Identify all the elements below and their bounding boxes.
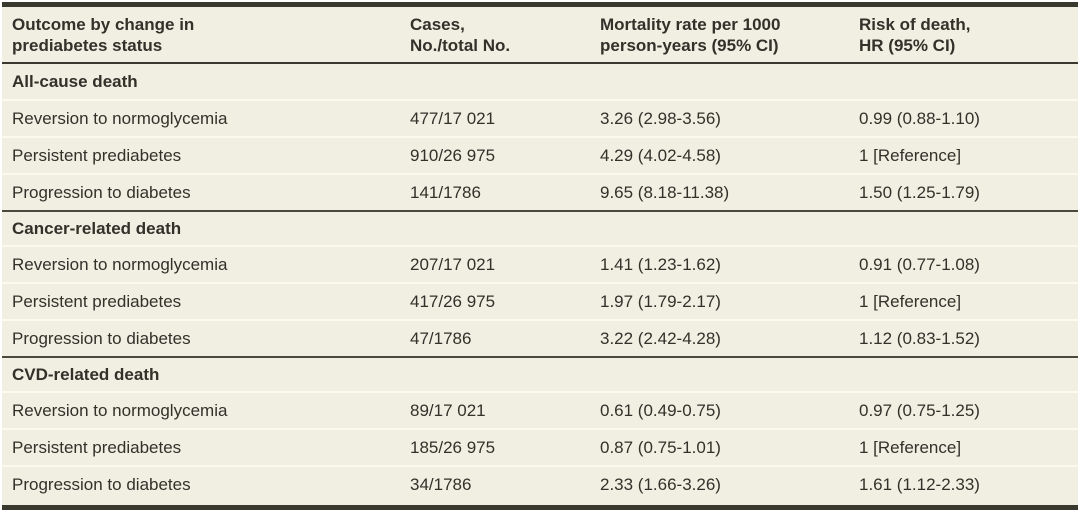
table-row: Progression to diabetes 47/1786 3.22 (2.…: [2, 319, 1078, 356]
cell-cases: 34/1786: [410, 474, 472, 494]
col-header-hr-line1: Risk of death,: [859, 14, 971, 34]
col-header-cases-line1: Cases,: [410, 14, 465, 34]
cell-cases: 477/17 021: [410, 108, 496, 128]
cell-hr: 1.61 (1.12-2.33): [859, 474, 980, 494]
cell-cases: 910/26 975: [410, 145, 496, 165]
section-title-label: All-cause death: [12, 71, 138, 91]
cell-mortality: 1.97 (1.79-2.17): [600, 291, 721, 311]
col-header-outcome: Outcome by change in prediabetes status: [2, 14, 410, 56]
cell-cases: 207/17 021: [410, 254, 496, 274]
cell-mortality: 0.87 (0.75-1.01): [600, 437, 721, 457]
cell-hr: 1.12 (0.83-1.52): [859, 328, 980, 348]
col-header-cases: Cases, No./total No.: [410, 14, 600, 56]
section-cvd-related-death: CVD-related death Reversion to normoglyc…: [2, 356, 1078, 502]
cell-hr: 0.91 (0.77-1.08): [859, 254, 980, 274]
cell-hr: 1.50 (1.25-1.79): [859, 182, 980, 202]
cell-label: Progression to diabetes: [12, 474, 191, 494]
col-header-outcome-line1: Outcome by change in: [12, 14, 195, 34]
col-header-hr: Risk of death, HR (95% CI): [859, 14, 1078, 56]
cell-label: Persistent prediabetes: [12, 437, 182, 457]
col-header-mortality: Mortality rate per 1000 person-years (95…: [600, 14, 859, 56]
cell-cases: 47/1786: [410, 328, 472, 348]
section-all-cause-death: All-cause death Reversion to normoglycem…: [2, 64, 1078, 210]
cell-cases: 417/26 975: [410, 291, 496, 311]
table-header-row: Outcome by change in prediabetes status …: [2, 7, 1078, 64]
cell-hr: 0.99 (0.88-1.10): [859, 108, 980, 128]
cell-hr: 1 [Reference]: [859, 437, 962, 457]
section-title-all-cause-death: All-cause death: [2, 64, 1078, 99]
cell-label: Reversion to normoglycemia: [12, 400, 228, 420]
col-header-mortality-line1: Mortality rate per 1000: [600, 14, 781, 34]
col-header-outcome-line2: prediabetes status: [12, 35, 163, 55]
section-title-cvd-related-death: CVD-related death: [2, 356, 1078, 391]
table-row: Persistent prediabetes 417/26 975 1.97 (…: [2, 282, 1078, 319]
section-title-cancer-related-death: Cancer-related death: [2, 210, 1078, 245]
cell-mortality: 1.41 (1.23-1.62): [600, 254, 721, 274]
table-row: Persistent prediabetes 910/26 975 4.29 (…: [2, 136, 1078, 173]
cell-mortality: 3.22 (2.42-4.28): [600, 328, 721, 348]
table-row: Progression to diabetes 34/1786 2.33 (1.…: [2, 465, 1078, 502]
table-row: Persistent prediabetes 185/26 975 0.87 (…: [2, 428, 1078, 465]
cell-mortality: 2.33 (1.66-3.26): [600, 474, 721, 494]
table-row: Progression to diabetes 141/1786 9.65 (8…: [2, 173, 1078, 210]
cell-mortality: 4.29 (4.02-4.58): [600, 145, 721, 165]
cell-mortality: 9.65 (8.18-11.38): [600, 182, 730, 202]
cell-cases: 141/1786: [410, 182, 481, 202]
table-row: Reversion to normoglycemia 89/17 021 0.6…: [2, 391, 1078, 428]
cell-mortality: 0.61 (0.49-0.75): [600, 400, 721, 420]
table-row: Reversion to normoglycemia 477/17 021 3.…: [2, 99, 1078, 136]
cell-mortality: 3.26 (2.98-3.56): [600, 108, 721, 128]
cell-hr: 1 [Reference]: [859, 145, 962, 165]
col-header-cases-line2: No./total No.: [410, 35, 511, 55]
cell-label: Progression to diabetes: [12, 182, 191, 202]
cell-hr: 0.97 (0.75-1.25): [859, 400, 980, 420]
col-header-mortality-line2: person-years (95% CI): [600, 35, 779, 55]
cell-cases: 185/26 975: [410, 437, 496, 457]
section-cancer-related-death: Cancer-related death Reversion to normog…: [2, 210, 1078, 356]
section-title-label: CVD-related death: [12, 364, 160, 384]
table-row: Reversion to normoglycemia 207/17 021 1.…: [2, 245, 1078, 282]
cell-label: Reversion to normoglycemia: [12, 108, 228, 128]
cell-label: Persistent prediabetes: [12, 291, 182, 311]
section-title-label: Cancer-related death: [12, 218, 182, 238]
cell-label: Persistent prediabetes: [12, 145, 182, 165]
cell-label: Reversion to normoglycemia: [12, 254, 228, 274]
cell-hr: 1 [Reference]: [859, 291, 962, 311]
cell-cases: 89/17 021: [410, 400, 486, 420]
col-header-hr-line2: HR (95% CI): [859, 35, 956, 55]
cell-label: Progression to diabetes: [12, 328, 191, 348]
